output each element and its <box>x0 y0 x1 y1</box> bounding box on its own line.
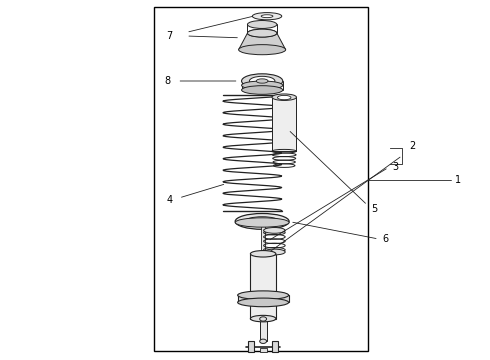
Ellipse shape <box>239 45 286 55</box>
Ellipse shape <box>235 218 289 227</box>
Ellipse shape <box>247 29 277 37</box>
Bar <box>250 254 276 319</box>
Text: 6: 6 <box>382 234 388 244</box>
Ellipse shape <box>242 81 283 90</box>
Text: 3: 3 <box>392 162 398 172</box>
Ellipse shape <box>242 74 283 88</box>
Ellipse shape <box>272 94 296 100</box>
Ellipse shape <box>238 291 289 300</box>
Ellipse shape <box>242 86 283 94</box>
Ellipse shape <box>247 21 277 28</box>
Polygon shape <box>239 33 286 50</box>
Bar <box>238 295 289 302</box>
Text: 4: 4 <box>166 195 172 205</box>
Bar <box>272 341 278 352</box>
Ellipse shape <box>264 249 285 255</box>
Bar <box>260 348 267 352</box>
Text: 1: 1 <box>455 175 461 185</box>
Ellipse shape <box>260 317 267 321</box>
Bar <box>260 319 267 341</box>
Ellipse shape <box>247 29 277 37</box>
Bar <box>272 97 296 151</box>
Ellipse shape <box>260 339 267 343</box>
Bar <box>154 7 368 351</box>
Ellipse shape <box>256 79 268 83</box>
Ellipse shape <box>250 315 276 322</box>
Text: 2: 2 <box>409 141 416 151</box>
Bar <box>248 341 254 352</box>
Ellipse shape <box>264 228 285 233</box>
Ellipse shape <box>245 217 279 226</box>
Ellipse shape <box>277 95 291 100</box>
Text: 8: 8 <box>164 76 171 86</box>
Ellipse shape <box>249 76 275 86</box>
Ellipse shape <box>261 15 273 18</box>
Text: 7: 7 <box>166 31 172 41</box>
Ellipse shape <box>250 251 276 257</box>
Ellipse shape <box>238 298 289 307</box>
Text: 5: 5 <box>371 204 378 214</box>
Ellipse shape <box>235 213 289 229</box>
Ellipse shape <box>252 13 282 20</box>
Bar <box>261 225 265 254</box>
